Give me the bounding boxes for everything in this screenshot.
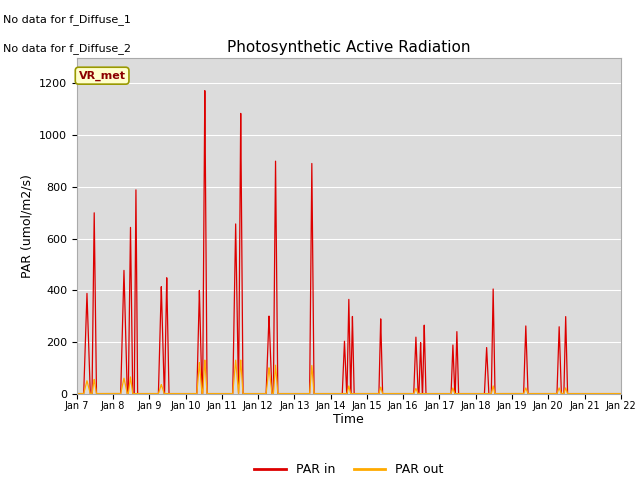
PAR in xyxy=(106,391,113,396)
PAR out xyxy=(617,391,625,396)
Line: PAR in: PAR in xyxy=(77,91,621,394)
PAR out xyxy=(76,391,83,396)
Title: Photosynthetic Active Radiation: Photosynthetic Active Radiation xyxy=(227,40,470,55)
PAR out xyxy=(237,357,244,363)
PAR out xyxy=(180,391,188,396)
PAR out xyxy=(106,391,113,396)
Line: PAR out: PAR out xyxy=(77,360,621,394)
PAR in xyxy=(617,391,625,396)
PAR in xyxy=(73,391,81,396)
Text: No data for f_Diffuse_2: No data for f_Diffuse_2 xyxy=(3,43,131,54)
X-axis label: Time: Time xyxy=(333,413,364,426)
PAR in xyxy=(95,391,103,396)
PAR out xyxy=(339,391,347,396)
PAR in xyxy=(180,391,188,396)
Legend: PAR in, PAR out: PAR in, PAR out xyxy=(250,458,448,480)
PAR in xyxy=(76,391,83,396)
Text: VR_met: VR_met xyxy=(79,71,125,81)
PAR out xyxy=(73,391,81,396)
PAR in xyxy=(201,88,209,94)
PAR in xyxy=(339,378,347,384)
PAR in xyxy=(588,391,596,396)
Y-axis label: PAR (umol/m2/s): PAR (umol/m2/s) xyxy=(20,174,33,277)
Text: No data for f_Diffuse_1: No data for f_Diffuse_1 xyxy=(3,14,131,25)
PAR out xyxy=(95,391,103,396)
PAR out xyxy=(588,391,596,396)
